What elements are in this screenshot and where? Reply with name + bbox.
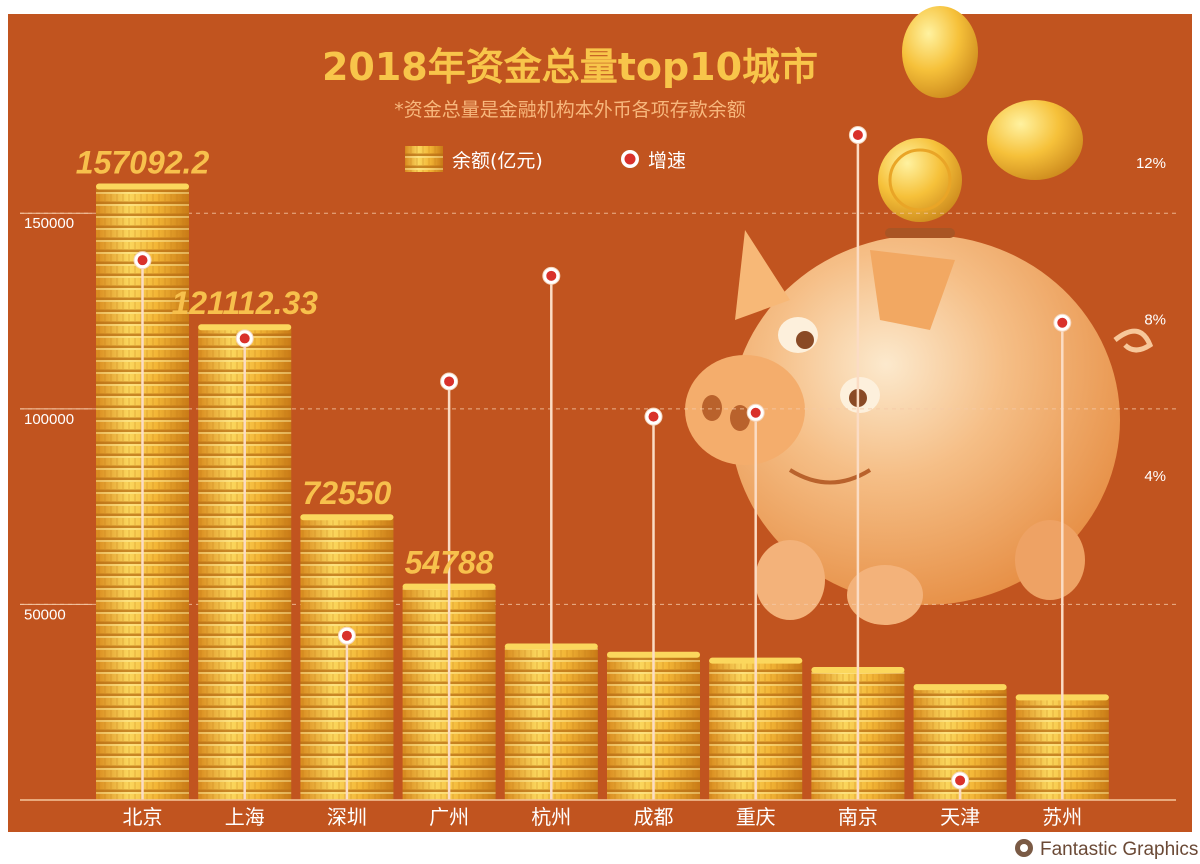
- x-tick-label: 天津: [940, 805, 980, 829]
- x-tick-label: 重庆: [736, 805, 776, 829]
- chart-subtitle: *资金总量是金融机构本外币各项存款余额: [394, 99, 746, 121]
- growth-dot-core-苏州: [1057, 317, 1068, 328]
- y-right-tick-label: 8%: [1144, 312, 1166, 329]
- legend-label-growth: 增速: [648, 150, 686, 172]
- legend-swatch-dot-core: [624, 153, 636, 165]
- credit-logo-icon-inner: [1020, 844, 1028, 852]
- data-label-上海: 121112.33: [171, 285, 318, 321]
- y-left-tick-label: 100000: [24, 411, 74, 428]
- data-label-北京: 157092.2: [76, 144, 210, 180]
- credit: Fantastic Graphics: [1015, 839, 1198, 860]
- legend-swatch-bar-texture: [405, 146, 443, 172]
- credit-text: Fantastic Graphics: [1040, 839, 1198, 860]
- growth-dot-core-杭州: [546, 270, 557, 281]
- x-axis: 北京 上海 深圳 广州 杭州 成都 重庆 南京 天津 苏州: [123, 805, 1083, 829]
- x-tick-label: 苏州: [1042, 805, 1082, 829]
- y-axis-right: 4% 8% 12%: [1136, 155, 1166, 485]
- bar-cap-天津: [913, 684, 1007, 691]
- data-labels: 157092.2 121112.33 72550 54788: [76, 144, 494, 580]
- x-tick-label: 上海: [225, 805, 265, 829]
- bar-cap-深圳: [300, 514, 394, 521]
- y-right-tick-label: 4%: [1144, 468, 1166, 485]
- x-tick-label: 北京: [123, 805, 163, 829]
- growth-series: [133, 126, 1072, 800]
- growth-dot-core-广州: [444, 376, 455, 387]
- growth-dot-core-上海: [239, 333, 250, 344]
- piggy-bank-illustration: [685, 6, 1154, 625]
- growth-dot-core-成都: [648, 411, 659, 422]
- x-tick-label: 深圳: [327, 805, 367, 829]
- y-axis-left: 50000 100000 150000: [20, 212, 92, 623]
- y-left-tick-label: 50000: [24, 606, 66, 623]
- x-tick-label: 广州: [429, 805, 469, 829]
- growth-dot-core-北京: [137, 255, 148, 266]
- data-label-广州: 54788: [405, 545, 494, 581]
- legend: 余额(亿元) 增速: [405, 146, 686, 172]
- data-label-深圳: 72550: [302, 475, 391, 511]
- chart-title: 2018年资金总量top10城市: [322, 45, 818, 89]
- growth-dot-core-深圳: [341, 630, 352, 641]
- y-left-tick-label: 150000: [24, 215, 74, 232]
- bar-cap-上海: [198, 324, 292, 331]
- growth-dot-core-南京: [852, 130, 863, 140]
- bar-cap-北京: [96, 183, 189, 190]
- y-right-tick-label: 12%: [1136, 155, 1166, 172]
- growth-dot-core-重庆: [750, 407, 761, 418]
- legend-label-balance: 余额(亿元): [452, 150, 543, 172]
- x-tick-label: 南京: [838, 805, 878, 829]
- x-tick-label: 杭州: [531, 805, 571, 829]
- x-tick-label: 成都: [634, 805, 674, 829]
- growth-dot-core-天津: [955, 775, 966, 786]
